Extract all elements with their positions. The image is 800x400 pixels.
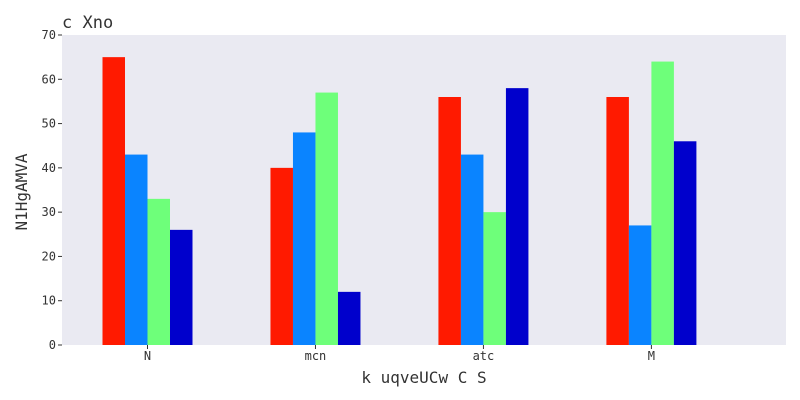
- x-axis-label: k uqveUCw C S: [361, 368, 486, 387]
- bar-atc-series-1: [438, 97, 461, 345]
- bars: [102, 57, 697, 346]
- bar-M-series-1: [606, 97, 629, 345]
- y-tick-label: 70: [42, 28, 56, 42]
- y-tick-label: 40: [42, 161, 56, 175]
- x-tick-label: atc: [473, 349, 495, 363]
- bar-N-series-2: [125, 154, 148, 345]
- y-tick-label: 30: [42, 205, 56, 219]
- bar-atc-series-2: [460, 154, 484, 345]
- bar-M-series-3: [651, 61, 674, 345]
- y-axis-label: N1HgAMVA: [12, 153, 31, 230]
- x-tick-label: mcn: [305, 349, 327, 363]
- y-tick-label: 0: [49, 338, 56, 352]
- x-tick-label: M: [648, 349, 655, 363]
- bar-mcn-series-4: [337, 291, 361, 345]
- bar-atc-series-3: [483, 212, 506, 345]
- bar-mcn-series-3: [315, 92, 338, 345]
- y-tick-label: 50: [42, 117, 56, 131]
- y-tick-label: 10: [42, 294, 56, 308]
- bar-N-series-4: [170, 229, 193, 345]
- bar-N-series-3: [147, 198, 170, 345]
- y-axis-ticks: 0 10 20 30 40 50 60 70: [42, 28, 62, 352]
- y-tick-label: 20: [42, 249, 56, 263]
- bar-atc-series-4: [505, 88, 529, 346]
- y-tick-label: 60: [42, 72, 56, 86]
- bar-M-series-2: [628, 225, 652, 345]
- bar-N-series-1: [102, 57, 125, 346]
- bar-mcn-series-1: [270, 167, 293, 345]
- bar-mcn-series-2: [292, 132, 316, 345]
- x-tick-label: N: [144, 349, 151, 363]
- chart-title: c Xno: [62, 13, 113, 33]
- bar-M-series-4: [673, 141, 697, 345]
